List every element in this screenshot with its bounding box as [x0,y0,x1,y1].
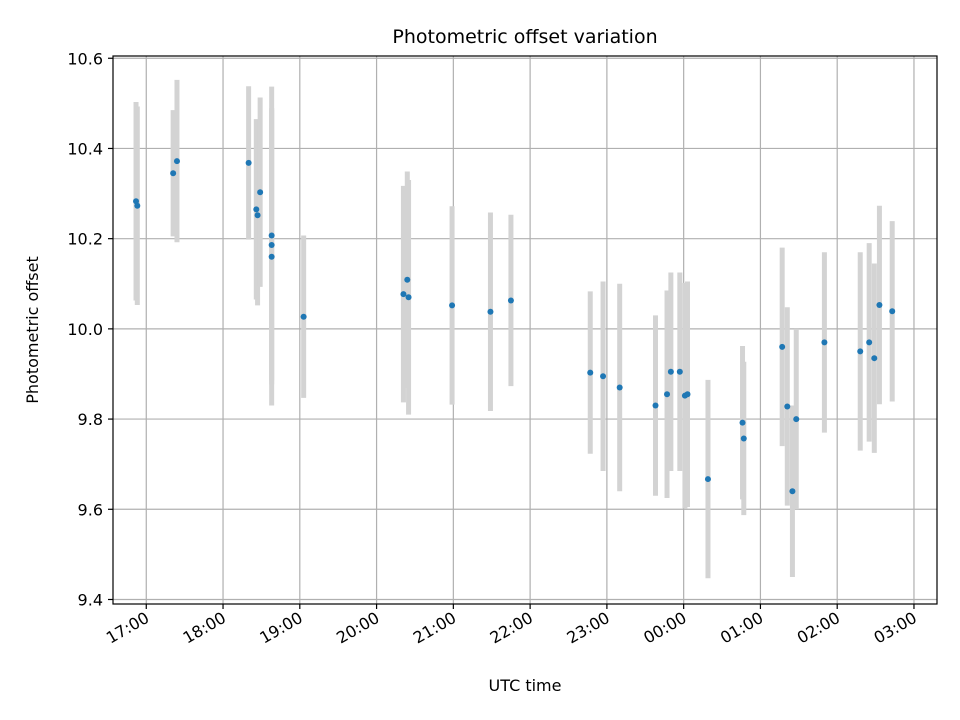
data-point [866,339,873,346]
y-axis: 9.4 9.6 9.8 10.0 10.2 10.4 10.6 [67,49,113,609]
data-point [400,291,407,298]
x-tick-label: 03:00 [871,608,920,648]
y-tick-label: 9.8 [78,410,103,429]
data-point [268,253,275,260]
data-point [857,348,864,355]
data-point [405,294,412,301]
x-tick-label: 02:00 [794,608,843,648]
x-tick-label: 23:00 [563,608,612,648]
x-tick-label: 22:00 [487,608,536,648]
data-point [667,368,674,375]
data-point [507,297,514,304]
data-point [133,198,140,205]
data-point [587,369,594,376]
data-point [664,391,671,398]
data-point [600,373,607,380]
data-point [784,403,791,410]
data-point [253,206,260,213]
data-point [254,212,261,219]
axes-frame [112,55,938,605]
data-point [300,313,307,320]
x-tick-label: 18:00 [180,608,229,648]
x-tick-label: 00:00 [640,608,689,648]
data-point [245,159,252,166]
data-point [268,241,275,248]
data-point [652,402,659,409]
data-point [170,170,177,177]
y-axis-label: Photometric offset [23,256,42,404]
y-tick-label: 9.4 [78,590,103,609]
data-point [616,384,623,391]
x-tick-label: 21:00 [410,608,459,648]
data-point [676,368,683,375]
x-tick-label: 19:00 [256,608,305,648]
grid [113,56,937,604]
x-axis: 17:00 18:00 19:00 20:00 21:00 22:00 23:00 00:00… [103,604,920,648]
data-point [268,232,275,239]
data-point [876,301,883,308]
data-point [889,308,896,315]
data-point [173,158,180,165]
y-tick-label: 9.6 [78,500,103,519]
data-point [487,308,494,315]
y-tick-label: 10.6 [67,49,103,68]
chart-title: Photometric offset variation [392,26,657,48]
data-point [871,355,878,362]
plot-area [113,56,937,604]
y-tick-label: 10.4 [67,139,103,158]
data-point [134,202,141,209]
data-point [704,476,711,483]
data-point [449,302,456,309]
data-points [133,158,896,495]
data-point [789,488,796,495]
data-point [821,339,828,346]
x-tick-label: 17:00 [103,608,152,648]
x-tick-label: 20:00 [333,608,382,648]
data-point [404,276,411,283]
data-point [739,419,746,426]
x-axis-label: UTC time [489,676,562,695]
data-point [257,189,264,196]
data-point [740,435,747,442]
data-point [779,343,786,350]
data-point [684,391,691,398]
data-point [793,416,800,423]
x-tick-label: 01:00 [717,608,766,648]
y-tick-label: 10.0 [67,320,103,339]
y-tick-label: 10.2 [67,230,103,249]
